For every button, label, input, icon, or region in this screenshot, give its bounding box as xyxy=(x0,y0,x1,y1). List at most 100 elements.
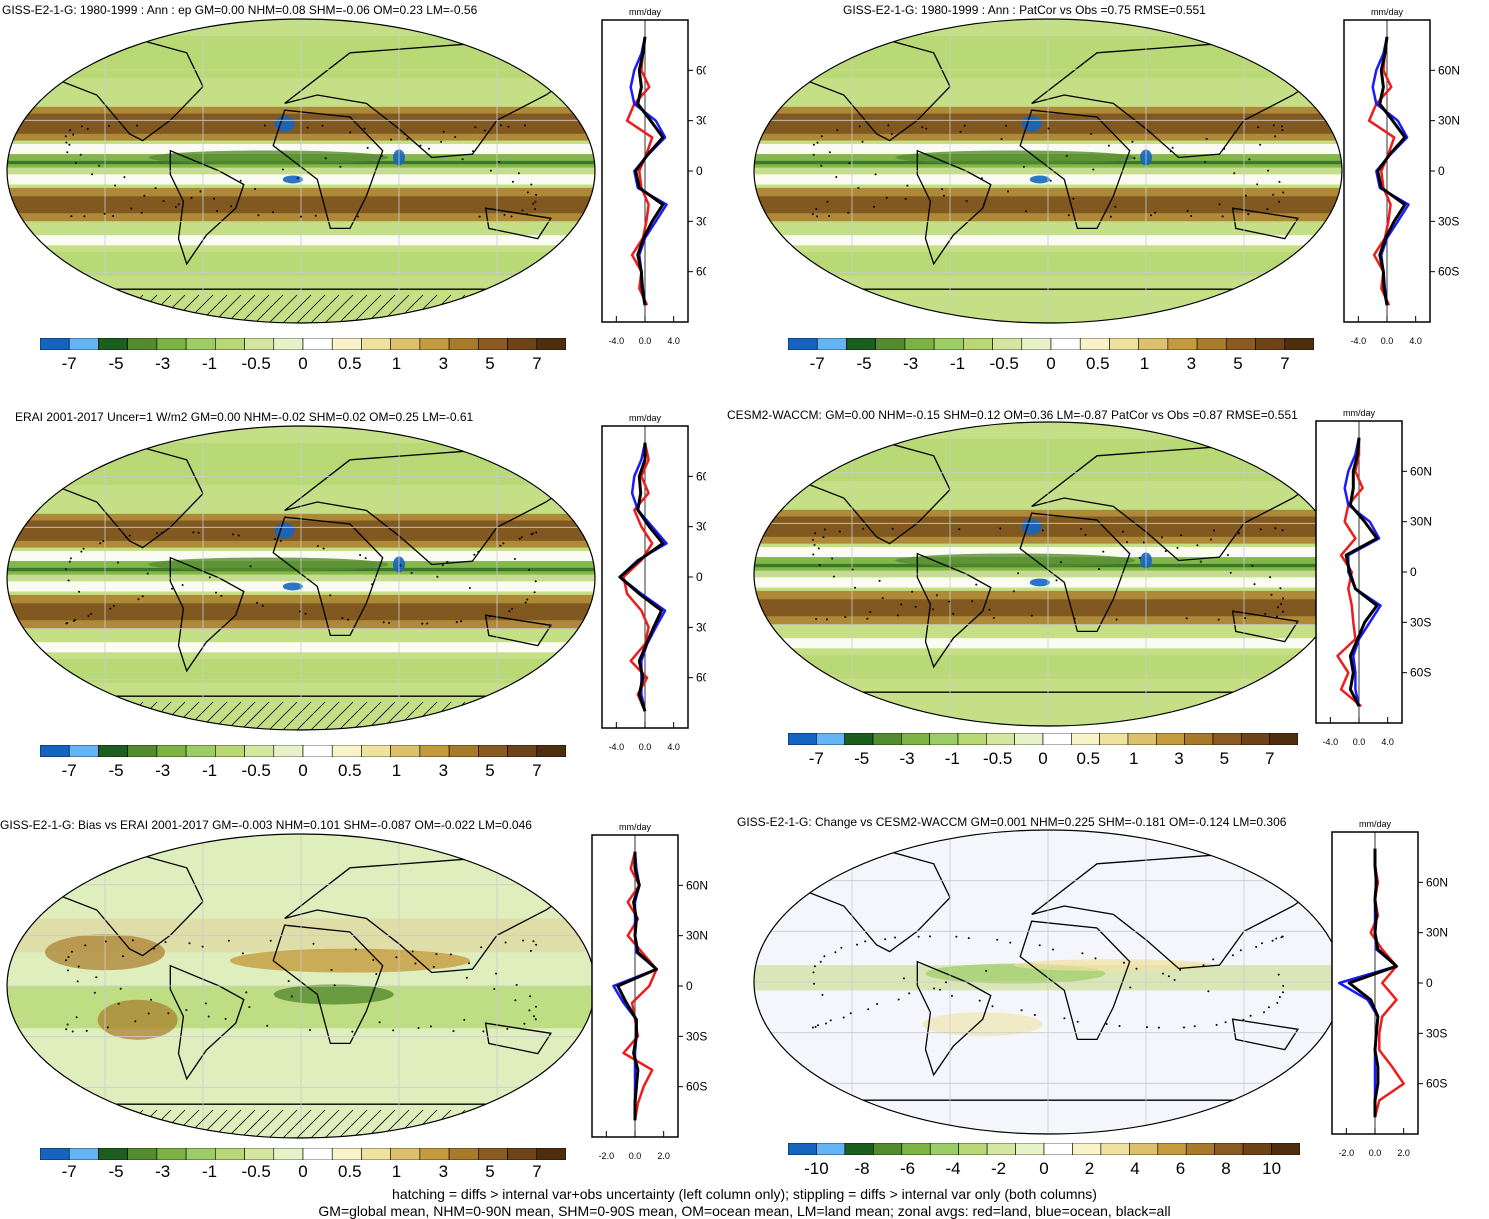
colorbar-box xyxy=(1129,1143,1159,1155)
stipple-dot xyxy=(1234,130,1237,133)
stipple-dot xyxy=(171,587,173,590)
stipple-dot xyxy=(812,143,815,146)
stipple-dot xyxy=(1247,213,1250,216)
colorbar-box xyxy=(331,745,362,757)
stipple-dot xyxy=(1005,124,1007,127)
stipple-dot xyxy=(851,568,854,571)
stipple-dot xyxy=(136,124,138,127)
field-blob xyxy=(148,557,389,572)
stipple-dot xyxy=(201,945,204,948)
hatch-line xyxy=(266,701,298,730)
colorbar-box xyxy=(361,745,391,757)
colorbar-box xyxy=(331,338,362,350)
stipple-dot xyxy=(511,180,514,183)
stipple-dot xyxy=(534,580,537,583)
colorbar-box xyxy=(1212,733,1242,745)
stipple-dot xyxy=(1107,144,1110,147)
stipple-dot xyxy=(177,203,180,206)
stipple-dot xyxy=(1213,529,1216,532)
colorbar-label: 3 xyxy=(438,1162,449,1181)
stipple-dot xyxy=(414,962,417,965)
colorbar-box xyxy=(844,1143,874,1155)
x-tick-label: 0.0 xyxy=(1353,737,1366,747)
colorbar-box xyxy=(788,338,818,350)
colorbar-label: -1 xyxy=(201,1162,218,1181)
hatch-line xyxy=(84,294,116,323)
colorbar-box xyxy=(992,338,1023,350)
colorbar-label: -0.5 xyxy=(241,354,271,373)
stipple-dot xyxy=(1261,942,1263,945)
colorbar-box xyxy=(273,745,304,757)
zonal-line-all xyxy=(634,36,665,306)
stipple-dot xyxy=(488,615,491,618)
lat-tick-label: 0 xyxy=(1410,565,1417,579)
hatch-line xyxy=(28,701,60,730)
stipple-dot xyxy=(887,124,890,127)
stipple-dot xyxy=(1072,197,1075,200)
stipple-dot xyxy=(1272,124,1275,127)
stipple-dot xyxy=(80,550,83,553)
colorbar-label: 0 xyxy=(1039,1159,1049,1178)
stipple-dot xyxy=(208,576,211,579)
stipple-dot xyxy=(1249,1014,1252,1017)
stipple-dot xyxy=(529,949,532,952)
stipple-dot xyxy=(1167,975,1170,978)
stipple-dot xyxy=(477,550,480,553)
stipple-dot xyxy=(432,965,435,968)
stipple-dot xyxy=(69,129,71,132)
stipple-dot xyxy=(965,199,968,202)
stipple-dot xyxy=(197,531,200,534)
stipple-dot xyxy=(316,545,319,547)
stipple-dot xyxy=(489,169,492,172)
stipple-dot xyxy=(881,597,884,600)
panel-title: GISS-E2-1-G: 1980-1999 : Ann : ep GM=0.0… xyxy=(2,3,478,17)
stipple-dot xyxy=(921,126,924,129)
hatch-line xyxy=(28,1109,60,1138)
lat-tick-label: 0 xyxy=(696,570,703,584)
stipple-dot xyxy=(473,553,476,556)
stipple-dot xyxy=(828,215,831,217)
stipple-dot xyxy=(1138,557,1141,559)
stipple-dot xyxy=(1162,972,1165,975)
stipple-dot xyxy=(109,607,112,610)
field-blob xyxy=(1029,578,1050,587)
stipple-dot xyxy=(821,993,824,996)
stipple-dot xyxy=(1271,939,1274,942)
stipple-dot xyxy=(1210,538,1212,541)
zonal-mean-plot: mm/day 60N 30N 0 30S 60S -4.0 0.0 4.0 xyxy=(1315,408,1432,747)
zonal-mean-plot: mm/day 60N 30N 0 30S 60S -2.0 0.0 2.0 xyxy=(591,822,708,1161)
stipple-dot xyxy=(1263,1011,1265,1014)
stipple-dot xyxy=(1186,210,1189,212)
stipple-dot xyxy=(829,1019,832,1022)
stipple-dot xyxy=(1129,986,1132,989)
lat-tick-label: 60N xyxy=(686,878,708,892)
coastline xyxy=(169,964,245,1081)
hatch-line xyxy=(7,294,32,323)
colorbar-box xyxy=(929,1143,959,1155)
colorbar-label: -7 xyxy=(808,749,824,768)
colorbar-label: -5 xyxy=(854,749,870,768)
coastline xyxy=(916,552,992,669)
stipple-dot xyxy=(79,153,82,156)
stipple-dot xyxy=(1277,606,1279,609)
stipple-dot xyxy=(914,605,917,608)
stipple-dot xyxy=(68,143,71,146)
colorbar-label: -5 xyxy=(108,761,124,780)
lat-tick-label: 30N xyxy=(696,114,706,128)
stipple-dot xyxy=(819,960,822,963)
x-tick-label: 0.0 xyxy=(639,742,652,752)
stipple-dot xyxy=(823,528,826,531)
stipple-dot xyxy=(410,571,413,574)
colorbar-labels: -7 -5 -3 -1 -0.5 0 0.5 1 3 5 7 xyxy=(40,761,566,783)
stipple-dot xyxy=(80,125,83,128)
colorbar-labels: -7 -5 -3 -1 -0.5 0 0.5 1 3 5 7 xyxy=(788,354,1314,376)
stipple-dot xyxy=(76,980,79,983)
lat-tick-label: 30N xyxy=(696,520,706,534)
stipple-dot xyxy=(207,1015,210,1018)
stipple-dot xyxy=(975,583,978,586)
stipple-dot xyxy=(102,540,105,543)
colorbar-label: 5 xyxy=(485,761,495,780)
stipple-dot xyxy=(128,534,131,537)
stipple-dot xyxy=(347,618,350,621)
colorbar-box xyxy=(331,1148,362,1160)
